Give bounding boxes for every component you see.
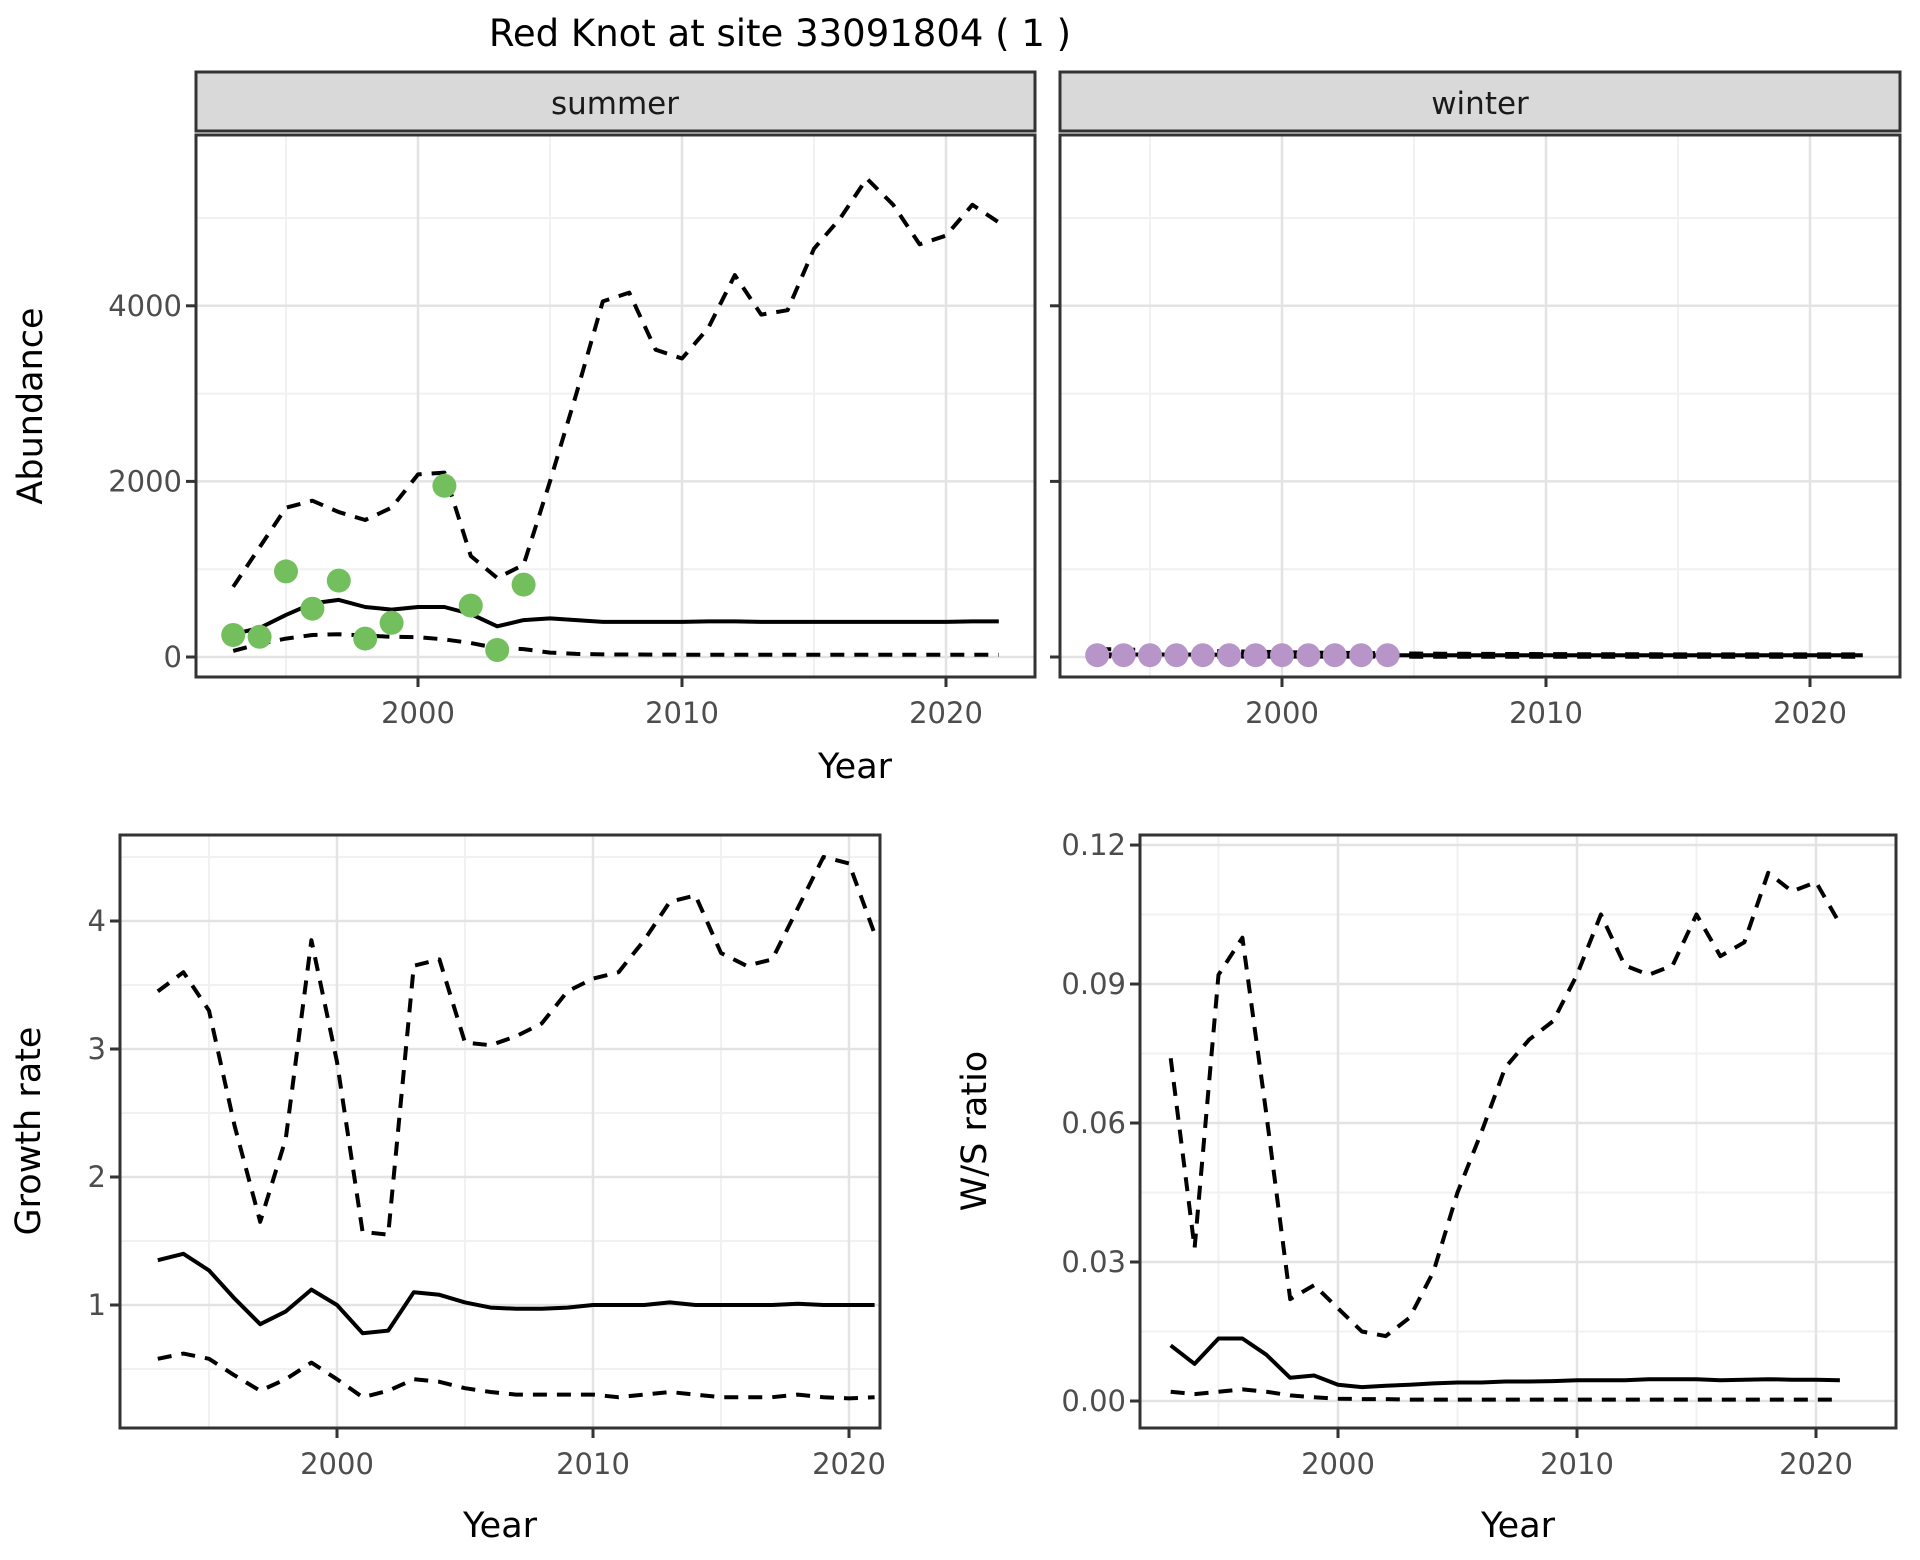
x-tick-label: 2020 xyxy=(812,1447,886,1481)
observed-counts-dot xyxy=(379,610,404,635)
panel-border xyxy=(1058,133,1902,679)
lower-95ci-line xyxy=(157,1351,875,1401)
upper-95ci-line xyxy=(231,176,1000,588)
x-tick-label: 2010 xyxy=(556,1447,630,1481)
x-tick-label: 2000 xyxy=(1301,1447,1375,1481)
panel-background xyxy=(1060,135,1900,677)
panel-border xyxy=(194,133,1037,679)
y-tick-label: 0 xyxy=(164,640,182,674)
y-tick-label: 3 xyxy=(88,1032,106,1066)
y-tick-label: 0.03 xyxy=(1061,1245,1126,1279)
observed-counts-dot xyxy=(326,568,351,593)
panel-ws-ratio: 2000 2010 2020 0.00 0.03 0.06 0.09 0.12 xyxy=(1061,828,1898,1481)
panels-layer: 2000 2010 2020 0 2000 4000 2000 2010 2020 2000 201… xyxy=(88,70,1902,1481)
y-tick-label: 4 xyxy=(88,904,106,938)
observed-counts-dot xyxy=(1164,643,1189,668)
median-line xyxy=(232,597,999,637)
median-line xyxy=(157,1251,875,1336)
y-tick-label: 0.12 xyxy=(1061,828,1126,862)
x-tick-label: 2020 xyxy=(1773,696,1847,730)
observed-counts-dot xyxy=(1085,643,1110,668)
panel-abundance-winter: 2000 2010 2020 xyxy=(1050,70,1902,730)
panel-background xyxy=(1140,835,1896,1428)
observed-counts-dot xyxy=(1111,643,1136,668)
observed-counts-dot xyxy=(1349,643,1374,668)
x-tick-label: 2020 xyxy=(1779,1447,1853,1481)
facet-strip xyxy=(1058,70,1902,133)
observed-counts-dot xyxy=(458,593,483,618)
observed-counts-dot xyxy=(1217,643,1242,668)
strip-label-summer: summer xyxy=(551,86,679,122)
y-tick-label: 2000 xyxy=(108,464,182,498)
abundance-y-axis-title: Abundance xyxy=(11,307,51,504)
y-tick-label: 0.06 xyxy=(1061,1106,1126,1140)
x-tick-label: 2000 xyxy=(300,1447,374,1481)
observed-counts-dot xyxy=(274,559,298,584)
panel-border xyxy=(118,833,882,1430)
facet-strip xyxy=(194,70,1037,133)
plot-title: Red Knot at site 33091804 ( 1 ) xyxy=(489,12,1071,55)
y-tick-label: 1 xyxy=(88,1288,106,1322)
x-tick-label: 2010 xyxy=(645,696,719,730)
ws-ratio-y-axis-title: W/S ratio xyxy=(955,1051,995,1211)
y-tick-label: 2 xyxy=(88,1160,106,1194)
observed-counts-dot xyxy=(1296,643,1321,668)
y-tick-label: 0.00 xyxy=(1061,1384,1126,1418)
x-tick-label: 2010 xyxy=(1540,1447,1614,1481)
y-tick-label: 0.09 xyxy=(1061,967,1126,1001)
lower-95ci-line xyxy=(1170,1387,1840,1402)
observed-counts-dot xyxy=(485,638,510,662)
panel-abundance-summer: 2000 2010 2020 0 2000 4000 xyxy=(108,70,1037,730)
observed-counts-dot xyxy=(1270,643,1294,668)
panel-border xyxy=(1138,833,1898,1430)
observed-counts-dot xyxy=(300,596,325,621)
panel-growth-rate: 2000 2010 2020 1 2 3 4 xyxy=(88,833,886,1481)
observed-counts-dot xyxy=(511,572,536,597)
ws-ratio-x-axis-title: Year xyxy=(1480,1506,1556,1546)
x-tick-label: 2010 xyxy=(1509,696,1583,730)
observed-counts-dot xyxy=(247,624,272,649)
observed-counts-dot xyxy=(1190,643,1215,668)
observed-counts-dot xyxy=(353,626,378,651)
observed-counts-dot xyxy=(221,623,246,647)
top-x-axis-title: Year xyxy=(817,747,893,787)
x-tick-label: 2000 xyxy=(381,696,455,730)
growth-rate-y-axis-title: Growth rate xyxy=(9,1027,49,1236)
observed-counts-dot xyxy=(1138,643,1162,668)
y-tick-label: 4000 xyxy=(108,289,182,323)
panel-background xyxy=(196,135,1035,677)
observed-counts-dot xyxy=(1243,643,1268,668)
x-tick-label: 2000 xyxy=(1245,696,1319,730)
median-line xyxy=(1169,1336,1840,1390)
observed-counts-dot xyxy=(1322,643,1347,668)
strip-label-winter: winter xyxy=(1431,86,1529,122)
observed-counts-dot xyxy=(1375,643,1400,668)
growth-rate-x-axis-title: Year xyxy=(462,1506,538,1546)
observed-counts-dot xyxy=(432,473,457,498)
panel-background xyxy=(120,835,880,1428)
x-tick-label: 2020 xyxy=(909,696,983,730)
